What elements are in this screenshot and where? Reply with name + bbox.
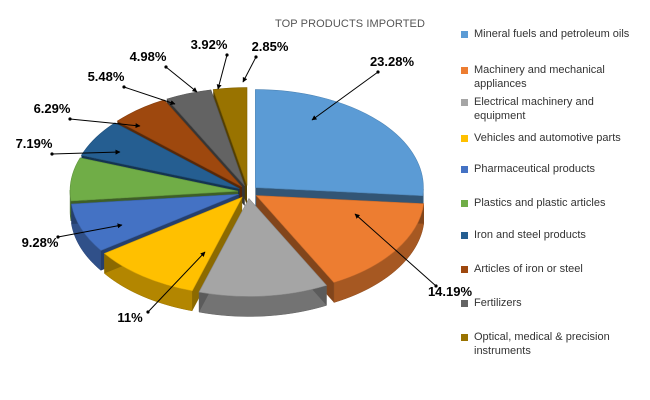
pie-slice-9: [212, 87, 248, 186]
data-label-leader: [164, 65, 198, 93]
legend-item: Machinery and mechanical appliances: [461, 63, 646, 91]
legend-item: Electrical machinery and equipment: [461, 95, 646, 123]
data-label-leader: [311, 70, 380, 121]
legend-label: Optical, medical & precision instruments: [474, 331, 610, 357]
chart-title: TOP PRODUCTS IMPORTED: [275, 18, 426, 30]
legend-item: Optical, medical & precision instruments: [461, 330, 646, 358]
data-label: 9.28%: [22, 235, 59, 250]
legend-item: Iron and steel products: [461, 228, 646, 242]
data-label-leader: [216, 53, 229, 90]
data-label-leader: [122, 85, 176, 105]
data-label-leader: [50, 149, 121, 156]
legend-swatch: [461, 67, 468, 74]
legend-swatch: [461, 99, 468, 106]
legend-item: Plastics and plastic articles: [461, 196, 646, 210]
data-label: 3.92%: [191, 37, 228, 52]
legend-item: Vehicles and automotive parts: [461, 131, 646, 145]
data-label: 7.19%: [16, 136, 53, 151]
data-label: 2.85%: [252, 39, 289, 54]
legend-label: Iron and steel products: [474, 229, 586, 241]
data-label: 6.29%: [34, 101, 71, 116]
data-label: 11%: [117, 310, 143, 325]
legend-swatch: [461, 266, 468, 273]
legend-label: Electrical machinery and equipment: [474, 96, 594, 122]
legend-item: Fertilizers: [461, 296, 646, 310]
data-label-leader: [354, 213, 438, 288]
legend-swatch: [461, 31, 468, 38]
legend-swatch: [461, 166, 468, 173]
pie-slice-0: [255, 89, 424, 197]
legend-swatch: [461, 232, 468, 239]
legend-item: Pharmaceutical products: [461, 162, 646, 176]
data-label-leader: [242, 55, 258, 83]
data-label-leader: [68, 117, 141, 129]
legend-label: Articles of iron or steel: [474, 263, 583, 275]
pie-slice-2: [198, 197, 328, 297]
legend-item: Articles of iron or steel: [461, 262, 646, 276]
data-label-leader: [56, 223, 123, 239]
legend-label: Vehicles and automotive parts: [474, 132, 621, 144]
legend-label: Mineral fuels and petroleum oils: [474, 28, 630, 40]
data-label: 5.48%: [88, 69, 125, 84]
pie-slice-5: [69, 157, 239, 202]
legend-label: Pharmaceutical products: [474, 163, 596, 175]
legend-label: Machinery and mechanical appliances: [474, 64, 605, 90]
legend-swatch: [461, 200, 468, 207]
legend-item: Mineral fuels and petroleum oils: [461, 27, 646, 41]
legend-label: Plastics and plastic articles: [474, 197, 606, 209]
data-label: 23.28%: [370, 54, 415, 69]
legend-swatch: [461, 334, 468, 341]
legend-label: Fertilizers: [474, 297, 522, 309]
data-label: 14.19%: [428, 284, 473, 299]
data-label: 4.98%: [130, 49, 167, 64]
legend-swatch: [461, 300, 468, 307]
legend-swatch: [461, 135, 468, 142]
data-label-leader: [146, 251, 206, 314]
